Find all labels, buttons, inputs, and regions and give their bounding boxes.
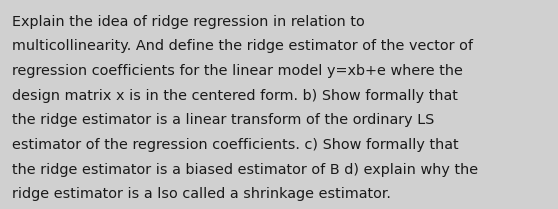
- Text: Explain the idea of ridge regression in relation to: Explain the idea of ridge regression in …: [12, 15, 365, 29]
- Text: estimator of the regression coefficients. c) Show formally that: estimator of the regression coefficients…: [12, 138, 459, 152]
- Text: design matrix x is in the centered form. b) Show formally that: design matrix x is in the centered form.…: [12, 89, 458, 103]
- Text: the ridge estimator is a biased estimator of B d) explain why the: the ridge estimator is a biased estimato…: [12, 163, 478, 177]
- Text: ridge estimator is a lso called a shrinkage estimator.: ridge estimator is a lso called a shrink…: [12, 187, 391, 201]
- Text: multicollinearity. And define the ridge estimator of the vector of: multicollinearity. And define the ridge …: [12, 39, 473, 53]
- Text: regression coefficients for the linear model y=xb+e where the: regression coefficients for the linear m…: [12, 64, 463, 78]
- Text: the ridge estimator is a linear transform of the ordinary LS: the ridge estimator is a linear transfor…: [12, 113, 435, 127]
